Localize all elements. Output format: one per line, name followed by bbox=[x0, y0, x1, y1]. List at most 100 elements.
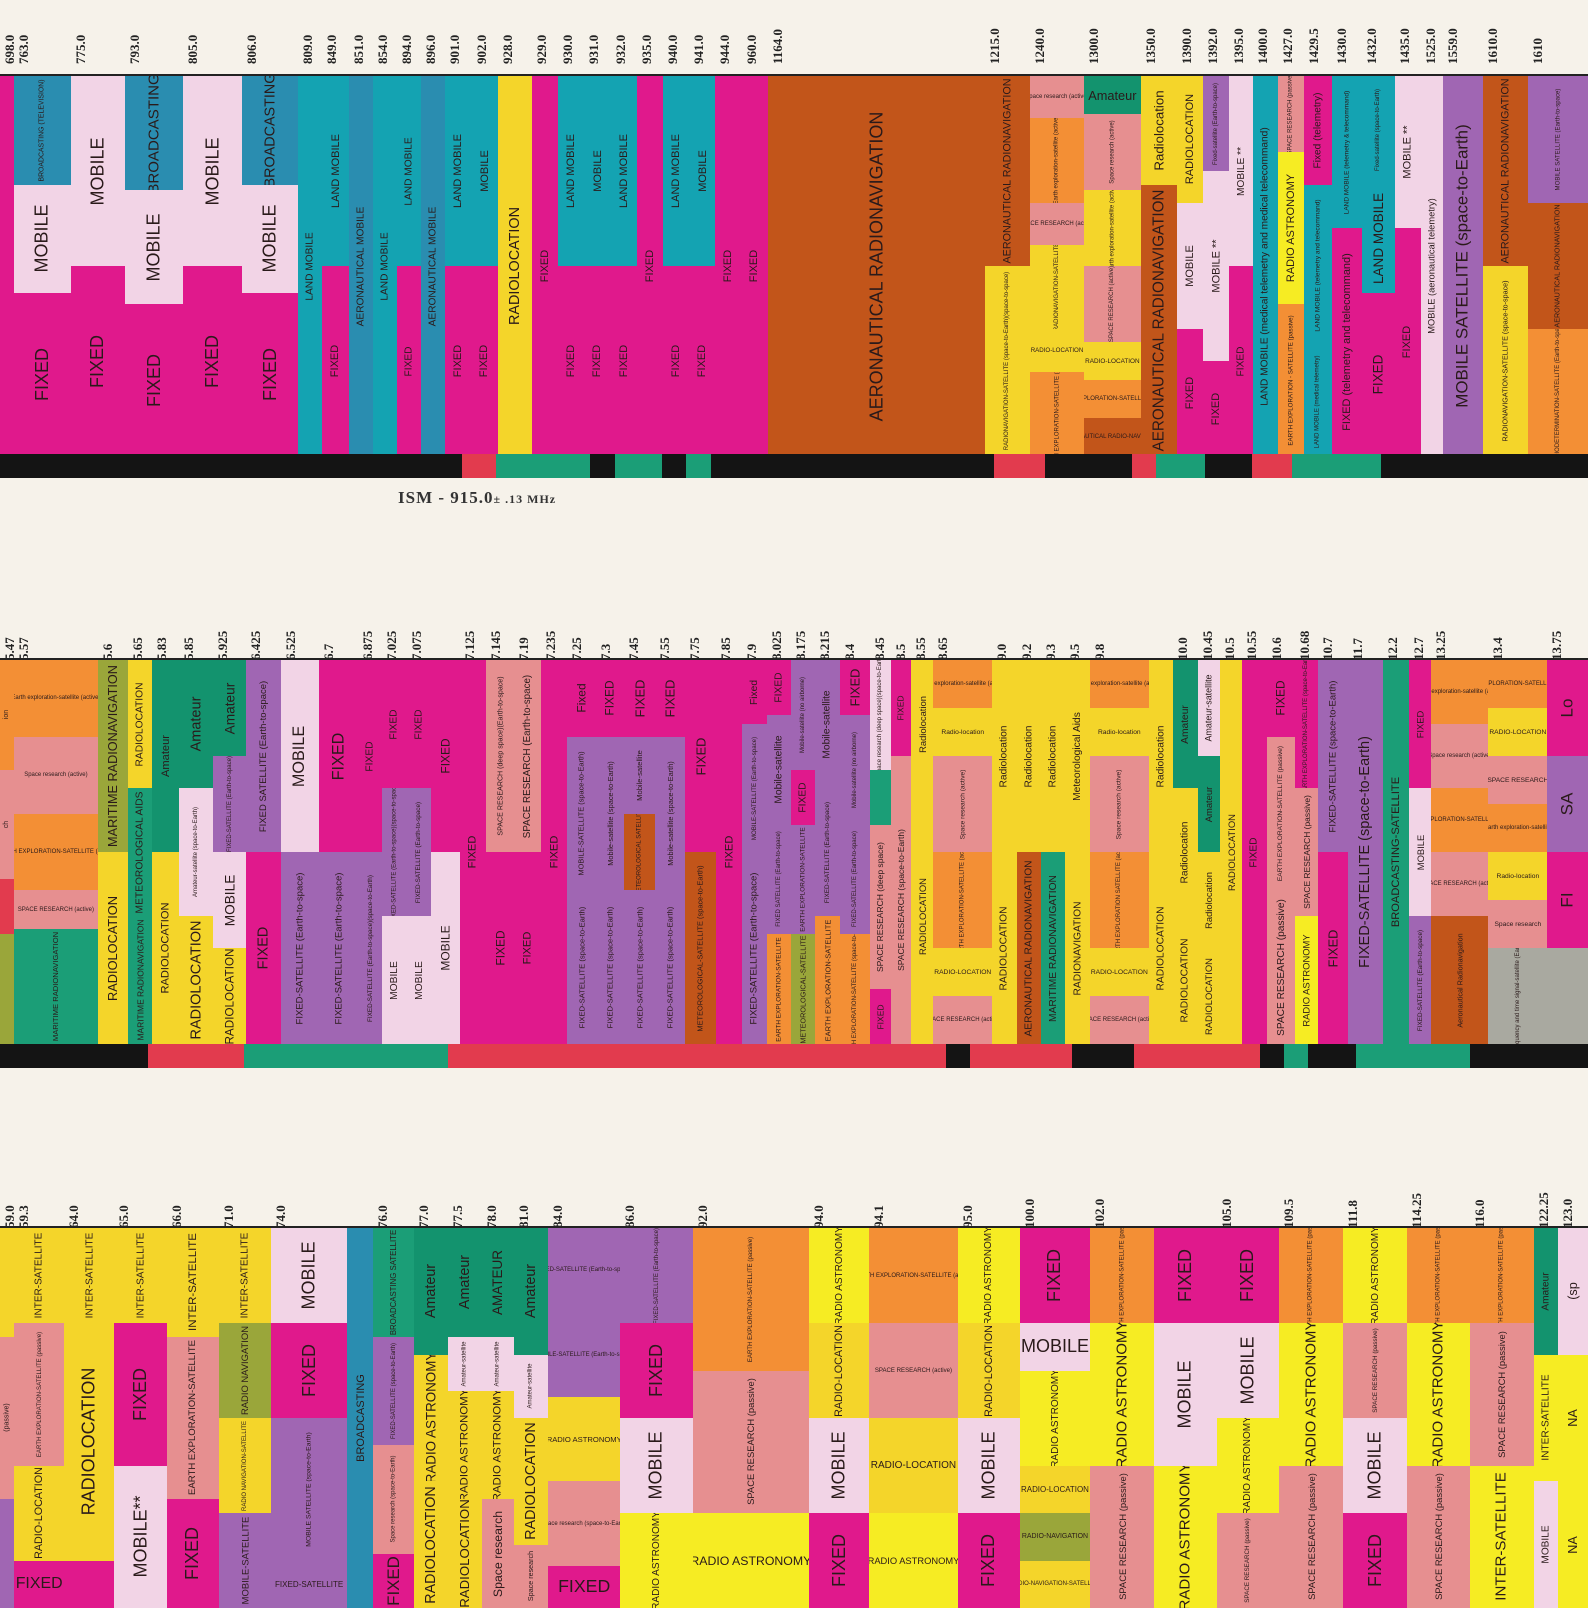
allocation-label: SPACE RESEARCH (active) bbox=[1109, 266, 1115, 342]
allocation-cell: FIXED bbox=[319, 660, 358, 853]
allocation-cell: Aeronautical Radionavigation bbox=[1431, 916, 1488, 1044]
allocation-cell: FIXED bbox=[167, 1499, 219, 1608]
frequency-tick-label: 64.0 bbox=[66, 1205, 82, 1228]
allocation-label: NA bbox=[1566, 1409, 1580, 1427]
allocation-cell: Meteorological Aids bbox=[1065, 660, 1089, 853]
allocation-label: FIXED bbox=[773, 672, 784, 702]
allocation-cell: EARTH EXPLORATION-SATELLITE (passive) bbox=[1407, 1228, 1469, 1324]
allocation-cell: AERONAUTICAL RADIONAVIGATION bbox=[1483, 76, 1527, 267]
allocation-label: LAND MOBILE bbox=[1371, 193, 1386, 284]
frequency-tick-label: 74.0 bbox=[273, 1205, 289, 1228]
allocation-label: Radiolocation bbox=[1180, 821, 1191, 883]
allocation-label: RADIO-LOCATION bbox=[934, 969, 991, 976]
allocation-label: EARTH EXPLORATION-SATELLITE (passive) bbox=[1119, 1228, 1125, 1324]
allocation-label: LAND MOBILE bbox=[452, 134, 464, 208]
allocation-label: Space research (active) bbox=[24, 772, 87, 778]
allocation-cell: RADIONAVIGATION bbox=[1065, 852, 1089, 1044]
footer-segment bbox=[1356, 1044, 1470, 1068]
frequency-tick-label: 13.75 bbox=[1549, 631, 1565, 660]
frequency-tick-label: 1432.0 bbox=[1364, 28, 1380, 64]
frequency-tick-label: 929.0 bbox=[534, 35, 550, 64]
frequency-tick-label: 7.145 bbox=[488, 631, 504, 660]
allocation-label: RADIO ASTRONOMY bbox=[869, 1556, 957, 1566]
allocation-cell: FIXED bbox=[242, 293, 298, 456]
allocation-cell: MOBILE ** bbox=[1395, 76, 1421, 229]
allocation-column: (passive) bbox=[0, 1228, 15, 1608]
allocation-label: FIXED-SATELLITE (space-to-Earth) bbox=[577, 906, 586, 1028]
allocation-label: BROADCASTING SATELLITE bbox=[389, 1230, 398, 1335]
allocation-cell: SPACE RESEARCH (passive) bbox=[1279, 1466, 1343, 1608]
allocation-cell: FIXED bbox=[624, 660, 654, 738]
allocation-label: RADIO-LOCATION bbox=[833, 1325, 845, 1417]
allocation-column: EARTH EXPLORATION-SATELLITE (passive)RAD… bbox=[1407, 1228, 1470, 1608]
allocation-cell: Amateur bbox=[152, 660, 178, 853]
allocation-cell: FIXED bbox=[445, 266, 471, 456]
allocation-label: RADIOLOCATION bbox=[188, 921, 204, 1040]
allocation-cell: RADIOLOCATION bbox=[152, 852, 178, 1044]
allocation-cell: FIXED-SATELLITE (Earth-to-space) bbox=[815, 788, 839, 917]
allocation-cell: Amateur bbox=[514, 1228, 548, 1356]
allocation-label: SPACE RESEARCH (passive) bbox=[1275, 899, 1286, 1036]
allocation-label: EARTH EXPLORATION-SATELLITE (active) bbox=[1431, 817, 1488, 823]
allocation-cell: METEOROLOGICAL SATELLITE bbox=[624, 814, 654, 892]
allocation-label: RADIOLOCATION bbox=[135, 682, 146, 766]
allocation-cell: RADIO NAVIGATION bbox=[219, 1323, 271, 1419]
allocation-label: Space research (active) bbox=[1030, 94, 1084, 100]
allocation-column: FIXED bbox=[541, 660, 568, 1044]
frequency-tick-label: 1559.0 bbox=[1445, 28, 1461, 64]
allocation-cell: RADIO-LOCATION bbox=[1488, 708, 1547, 757]
allocation-column: FIXED bbox=[716, 660, 743, 1044]
allocation-column: EARTH EXPLORATION-SATELLITE (passive)SPA… bbox=[693, 1228, 810, 1608]
allocation-cell: FIXED-SATELLITE (space-to-Earth) bbox=[1318, 660, 1348, 853]
allocation-cell: EARTH EXPLORATION-SATELLITE bbox=[167, 1337, 219, 1501]
allocation-label: BROADCASTING bbox=[146, 76, 163, 191]
footer-segment bbox=[1132, 454, 1157, 478]
allocation-label: Earth exploration-satellite (active) bbox=[933, 681, 992, 687]
allocation-label: MOBILE SATELLITE (Earth-to-space) bbox=[1554, 88, 1561, 190]
allocation-label: FIXED bbox=[875, 1004, 885, 1029]
allocation-label: RADIOLOCATION bbox=[1226, 814, 1237, 891]
allocation-cell: FIXED bbox=[1229, 266, 1253, 456]
allocation-cell: EARTH EXPLORATION-SATELLITE (space-to-Ea… bbox=[840, 934, 870, 1044]
footer-segment bbox=[1156, 454, 1205, 478]
allocation-cell: BROADCASTING bbox=[125, 76, 183, 191]
allocation-label: RADIO NAVIGATION bbox=[239, 1326, 250, 1415]
allocation-cell: Mobile-satellite (space-to-Earth) bbox=[596, 737, 624, 892]
allocation-label: MOBILE bbox=[1540, 1526, 1551, 1564]
allocation-label: Fixed (telemetry) bbox=[1312, 92, 1323, 168]
allocation-label: Radiolocation bbox=[999, 725, 1010, 787]
allocation-cell: MOBILE-SATELLITE (Earth-to-space) bbox=[742, 724, 766, 853]
allocation-label: SPACE RESEARCH (passive) bbox=[1496, 1331, 1507, 1458]
allocation-label: MOBILE SATELLITE (space-to-Earth) bbox=[1453, 124, 1473, 407]
allocation-label: FIXED bbox=[329, 732, 348, 780]
frequency-tick-label: 7.125 bbox=[462, 631, 478, 660]
allocation-label: FIXED bbox=[330, 345, 342, 377]
frequency-tick-label: 102.0 bbox=[1092, 1199, 1108, 1228]
allocation-label: MOBILE ** bbox=[1210, 239, 1222, 292]
frequency-tick-label: 1429.5 bbox=[1306, 28, 1322, 64]
allocation-cell: RADIO-LOCATION bbox=[1020, 1466, 1090, 1515]
allocation-label: FIXED bbox=[1210, 392, 1222, 424]
frequency-tick-label: 59.3 bbox=[16, 1205, 32, 1228]
allocation-cell: FIXED bbox=[431, 660, 459, 853]
allocation-cell: Amateur-satellite bbox=[482, 1337, 514, 1392]
footer-segment bbox=[711, 454, 952, 478]
allocation-label: Amateur bbox=[457, 1255, 473, 1309]
allocation-label: MOBILE bbox=[299, 1241, 320, 1309]
allocation-cell bbox=[0, 1228, 14, 1338]
allocation-cell: Mobile-satellite (space-to-Earth) bbox=[655, 737, 685, 892]
allocation-cell bbox=[1547, 948, 1588, 1044]
allocation-cell: Radiolocation bbox=[1017, 660, 1041, 853]
allocation-label: AERONAUTICAL RADIONAVIGATION bbox=[1554, 204, 1562, 327]
allocation-label: FIXED bbox=[32, 348, 53, 401]
allocation-cell: AERONAUTICAL RADIONAVIGATION bbox=[1528, 203, 1588, 331]
footer-segment bbox=[1134, 1044, 1260, 1068]
